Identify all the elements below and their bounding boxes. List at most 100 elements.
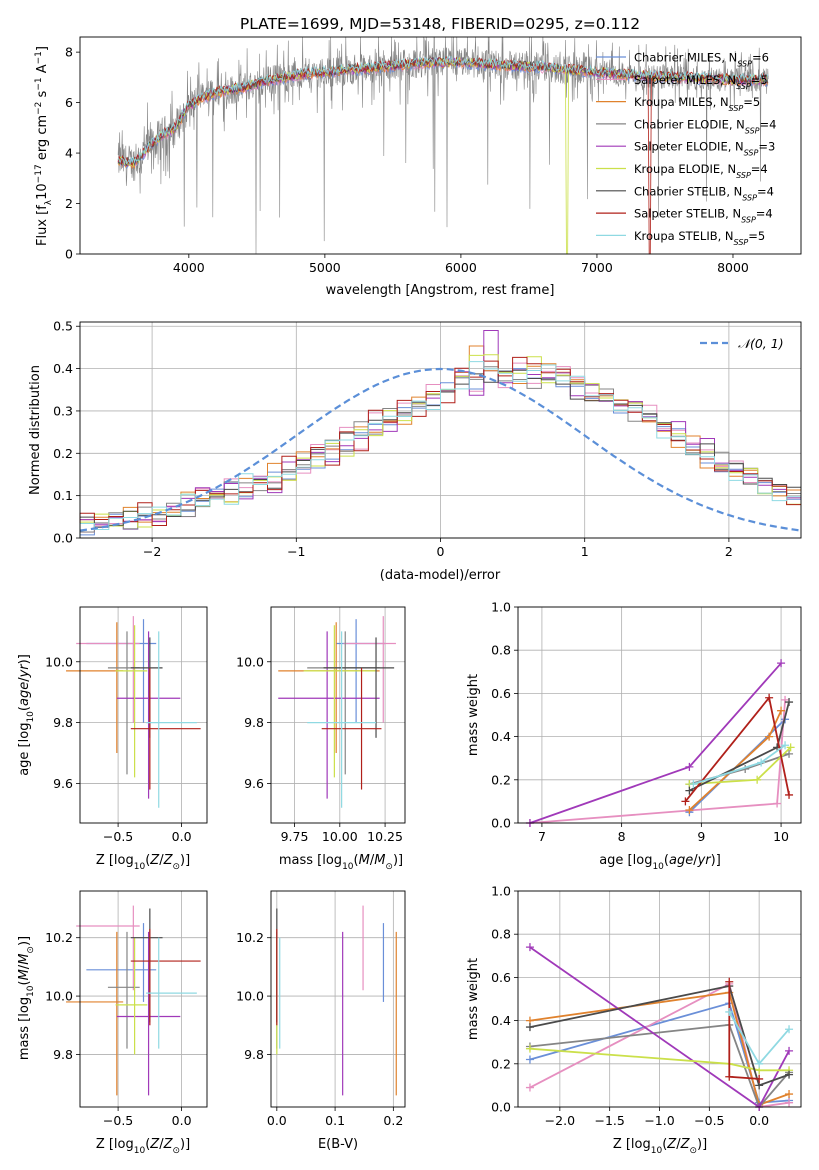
y-axis-label: mass [log10(M/M⊙)] — [17, 936, 36, 1060]
mass-weight-marker — [786, 743, 795, 752]
y-tick-label: 4 — [65, 146, 73, 161]
legend-entry: Kroupa STELIB, NSSP=5 — [634, 229, 765, 247]
y-axis-label: age [log10(age/yr)] — [17, 654, 36, 776]
y-tick-label: 0.4 — [53, 361, 73, 376]
axes-frame — [79, 36, 802, 255]
y-tick-label: 0.8 — [491, 643, 511, 658]
mass-weight-marker — [785, 1090, 794, 1099]
legend-entry: Chabrier ELODIE, NSSP=4 — [634, 117, 776, 135]
mass-weight-marker — [785, 1070, 794, 1079]
mass-weight-marker — [785, 1046, 794, 1055]
x-tick-label: 7 — [538, 829, 546, 844]
axes-frame — [79, 606, 208, 824]
axes-frame — [517, 606, 802, 824]
y-tick-label: 2 — [65, 196, 73, 211]
y-tick-label: 10.0 — [236, 654, 264, 669]
weight-vs-age-panel: 7 8 9 10 0.0 0.2 0.4 0.6 0.8 1.0 age [log10(age/yr… — [466, 600, 802, 872]
y-axis-label: mass weight — [466, 958, 481, 1040]
mass-weight-marker — [753, 775, 762, 784]
mass-weight-line — [529, 1047, 789, 1072]
axes-frame — [270, 606, 406, 824]
x-tick-label: 6000 — [445, 260, 477, 275]
axes-frame — [79, 890, 208, 1108]
legend-entry: Salpeter ELODIE, NSSP=3 — [634, 140, 775, 158]
mass-weight-marker — [685, 786, 694, 795]
y-tick-label: 9.6 — [244, 776, 264, 791]
mass-weight-marker — [785, 698, 794, 707]
mass-weight-marker — [525, 1044, 534, 1053]
y-tick-label: 0.0 — [491, 816, 511, 831]
y-tick-label: 0.1 — [53, 488, 73, 503]
y-tick-label: 10.2 — [45, 930, 73, 945]
y-tick-label: 0.3 — [53, 403, 73, 418]
x-axis-label: age [log10(age/yr)] — [599, 853, 721, 872]
mass-weight-marker — [755, 1074, 764, 1083]
x-tick-label: 0.0 — [172, 829, 192, 844]
mass-weight-marker — [525, 1083, 534, 1092]
y-tick-label: 6 — [65, 95, 73, 110]
y-tick-label: 9.6 — [53, 776, 73, 791]
legend-entry: 𝒩(0, 1) — [738, 336, 784, 351]
axes-frame — [517, 890, 802, 1108]
mass-weight-marker — [725, 1007, 734, 1016]
x-axis-label: E(B-V) — [318, 1137, 358, 1152]
mass-weight-marker — [785, 790, 794, 799]
x-tick-label: 0 — [437, 544, 445, 559]
mass-weight-marker — [685, 806, 694, 815]
x-tick-label: −1.0 — [644, 1113, 674, 1128]
x-tick-label: 0.2 — [383, 1113, 403, 1128]
y-tick-label: 0.8 — [491, 927, 511, 942]
mass-weight-marker — [755, 1059, 764, 1068]
mass-weight-marker — [689, 780, 698, 789]
x-axis-label: wavelength [Angstrom, rest frame] — [326, 283, 555, 298]
x-tick-label: 1 — [581, 544, 589, 559]
x-tick-label: 5000 — [309, 260, 341, 275]
y-tick-label: 0.2 — [491, 1056, 511, 1071]
y-tick-label: 9.8 — [244, 1047, 264, 1062]
legend-entry: Chabrier MILES, NSSP=6 — [634, 51, 769, 69]
x-tick-label: −0.5 — [103, 829, 133, 844]
x-tick-label: 9.75 — [281, 829, 309, 844]
mass-weight-marker — [781, 741, 790, 750]
legend-entry: Kroupa ELODIE, NSSP=4 — [634, 162, 768, 180]
mass-weight-marker — [773, 799, 782, 808]
model-spectrum-line — [117, 55, 769, 165]
y-tick-label: 10.2 — [236, 930, 264, 945]
mass-weight-marker — [785, 1025, 794, 1034]
mass-weight-marker — [525, 1023, 534, 1032]
axes-frame — [270, 890, 406, 1108]
x-tick-label: 8000 — [717, 260, 749, 275]
mass-weight-marker — [525, 943, 534, 952]
mass-weight-marker — [725, 1072, 734, 1081]
mass-weight-marker — [765, 732, 774, 741]
y-tick-label: 0.2 — [491, 772, 511, 787]
mass-weight-line — [529, 984, 790, 1087]
y-tick-label: 0.2 — [53, 446, 73, 461]
x-axis-label: (data-model)/error — [380, 568, 501, 583]
y-tick-label: 0.4 — [491, 729, 511, 744]
mass-weight-marker — [757, 758, 766, 767]
mass-weight-marker — [785, 749, 794, 758]
legend-entry: Kroupa MILES, NSSP=5 — [634, 95, 760, 113]
x-tick-label: 10 — [773, 829, 789, 844]
spectrum-panel: 4000 5000 6000 7000 8000 0 2 4 6 8 Chabrier MILES,… — [34, 36, 802, 298]
legend-entry: Salpeter MILES, NSSP=5 — [634, 73, 768, 91]
mass-vs-extinction-panel: 0.0 0.1 0.2 9.8 10.0 10.2 E(B-V) — [236, 890, 406, 1152]
y-tick-label: 0.0 — [491, 1100, 511, 1115]
age-vs-metallicity-panel: −0.5 0.0 9.6 9.8 10.0 Z [log10(Z/Z⊙)] age [log… — [17, 606, 208, 872]
y-tick-label: 10.0 — [45, 989, 73, 1004]
y-axis-label: mass weight — [466, 674, 481, 756]
x-axis-label: mass [log10(M/M⊙)] — [279, 853, 403, 872]
x-tick-label: 9 — [697, 829, 705, 844]
mass-weight-marker — [525, 1055, 534, 1064]
y-axis-label: Flux [fλ10−17 erg cm−2 s−1 A−1] — [34, 46, 54, 246]
x-tick-label: 10.25 — [367, 829, 403, 844]
residual-histogram-step — [79, 361, 801, 538]
x-tick-label: 0.0 — [267, 1113, 287, 1128]
mass-weight-marker — [725, 977, 734, 986]
normal-distribution-curve — [79, 367, 802, 532]
x-tick-label: 0.0 — [749, 1113, 769, 1128]
x-tick-label: −0.5 — [103, 1113, 133, 1128]
y-tick-label: 1.0 — [491, 600, 511, 615]
